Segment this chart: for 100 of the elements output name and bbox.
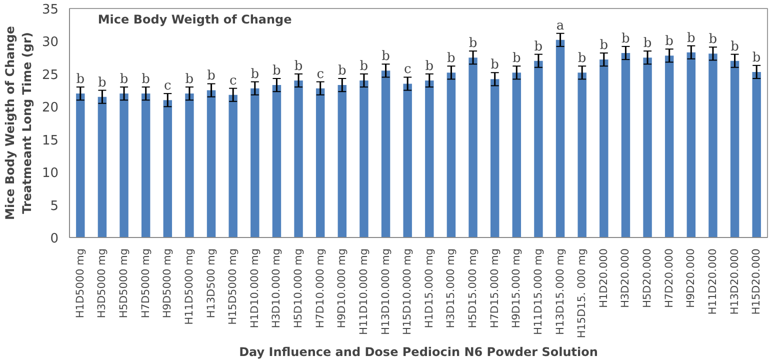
bar — [185, 94, 194, 238]
annotation: b — [382, 49, 390, 64]
annotation: b — [272, 64, 281, 79]
bar — [468, 58, 478, 238]
x-tick-label: H9D20.000 — [685, 248, 698, 308]
annotation: b — [425, 58, 434, 74]
annotation: c — [404, 62, 412, 78]
bar — [643, 58, 652, 238]
x-tick-label: H9D10.000 mg — [336, 248, 348, 328]
y-tick-label: 0 — [50, 232, 59, 246]
x-tick-label: H7D5000 mg — [140, 248, 152, 318]
x-tick-label: H11D15.000 mg — [532, 248, 544, 335]
annotation: c — [164, 78, 172, 94]
bar — [490, 79, 500, 238]
bar — [141, 94, 150, 238]
x-tick-label: H13D10.000 mg — [380, 248, 392, 335]
bar — [446, 72, 456, 238]
y-tick-label: 25 — [42, 68, 59, 83]
x-tick-label: H5D15.000 mg — [467, 248, 480, 328]
y-tick-label: 10 — [42, 166, 59, 182]
bar — [730, 60, 740, 238]
x-tick-label: H3D20.000 — [620, 248, 632, 308]
annotation: a — [556, 18, 564, 34]
x-tick-label: H15D15. 000 mg — [576, 248, 588, 338]
bar — [600, 60, 608, 238]
bar — [360, 80, 368, 238]
annotation: b — [468, 36, 478, 52]
annotation: c — [229, 73, 237, 88]
annotation: b — [447, 51, 456, 66]
annotation: b — [120, 72, 128, 88]
bar — [316, 88, 325, 238]
annotation: c — [316, 66, 324, 82]
y-tick-label: 5 — [50, 198, 59, 214]
annotation: b — [98, 75, 106, 90]
y-axis-title: Mice Body Weigth of Change Treatmeant Long Time (gr) — [3, 26, 34, 220]
x-tick-label: H11D10.000 mg — [358, 248, 370, 335]
x-tick-label: H1D15.000 mg — [423, 248, 436, 328]
annotation: b — [665, 34, 674, 50]
bar — [664, 56, 674, 238]
x-tick-label: H3D10.000 mg — [270, 248, 283, 328]
x-tick-label: H5D5000 mg — [118, 248, 130, 318]
annotation: b — [752, 50, 761, 66]
bar — [163, 100, 172, 238]
bar — [512, 72, 522, 238]
annotation: b — [534, 39, 543, 54]
bar — [403, 84, 412, 238]
x-tick-label: H1D20.000 — [598, 248, 610, 308]
x-tick-label: H7D20.000 — [663, 248, 676, 308]
x-tick-label: H1D10.000 mg — [248, 248, 261, 328]
annotation: b — [578, 51, 586, 66]
bar — [120, 94, 128, 238]
bar — [338, 85, 347, 238]
annotation: b — [708, 32, 718, 48]
annotation: b — [512, 51, 521, 66]
y-tick-label: 15 — [42, 133, 59, 148]
bar — [752, 72, 761, 238]
x-tick-label: H5D20.000 — [642, 248, 654, 308]
bar — [578, 72, 586, 238]
annotation: b — [76, 72, 85, 88]
x-tick-label: H9D5000 mg — [162, 248, 174, 318]
bar — [76, 94, 85, 238]
x-tick-label: H13D20.000 — [728, 248, 741, 315]
y-tick-label: 20 — [42, 100, 59, 116]
annotation: b — [338, 64, 346, 79]
x-tick-label: H15D20.000 — [750, 248, 763, 315]
x-tick-label: H13D500 mg — [205, 248, 218, 318]
x-axis-title: Day Influence and Dose Pediocin N6 Powder Solution — [239, 345, 598, 360]
y-tick-label: 35 — [42, 2, 59, 18]
x-tick-label: H11D5000 mg — [183, 248, 196, 325]
x-tick-label: H3D5000 mg — [96, 248, 108, 318]
x-tick-label: H15D5000 mg — [227, 248, 240, 325]
bar — [621, 52, 630, 238]
annotation: b — [490, 58, 500, 73]
bar — [534, 60, 543, 238]
x-tick-label: H7D15.000 mg — [488, 248, 501, 328]
x-tick-label: H1D5000 mg — [74, 248, 86, 318]
annotation: b — [207, 68, 216, 84]
bar — [708, 54, 718, 238]
bar — [294, 80, 303, 238]
bar — [250, 88, 260, 238]
x-tick-label: H11D20.000 — [706, 248, 719, 315]
annotation: b — [643, 36, 652, 52]
bar — [381, 70, 390, 238]
annotation: b — [294, 58, 303, 74]
annotation: b — [360, 58, 368, 74]
bar — [556, 40, 565, 238]
bar — [206, 90, 216, 238]
bar — [98, 96, 107, 238]
y-tick-label: 30 — [42, 35, 59, 50]
annotation: b — [730, 39, 739, 54]
chart-title: Mice Body Weigth of Change — [98, 12, 292, 26]
annotation: b — [686, 30, 696, 46]
annotation: b — [622, 31, 630, 46]
bar — [425, 80, 434, 238]
bar — [228, 94, 238, 238]
annotation: b — [600, 38, 608, 53]
annotation: b — [250, 66, 260, 82]
x-tick-label: H9D15.000 mg — [510, 248, 523, 328]
bar — [686, 52, 696, 238]
bar — [272, 85, 282, 238]
